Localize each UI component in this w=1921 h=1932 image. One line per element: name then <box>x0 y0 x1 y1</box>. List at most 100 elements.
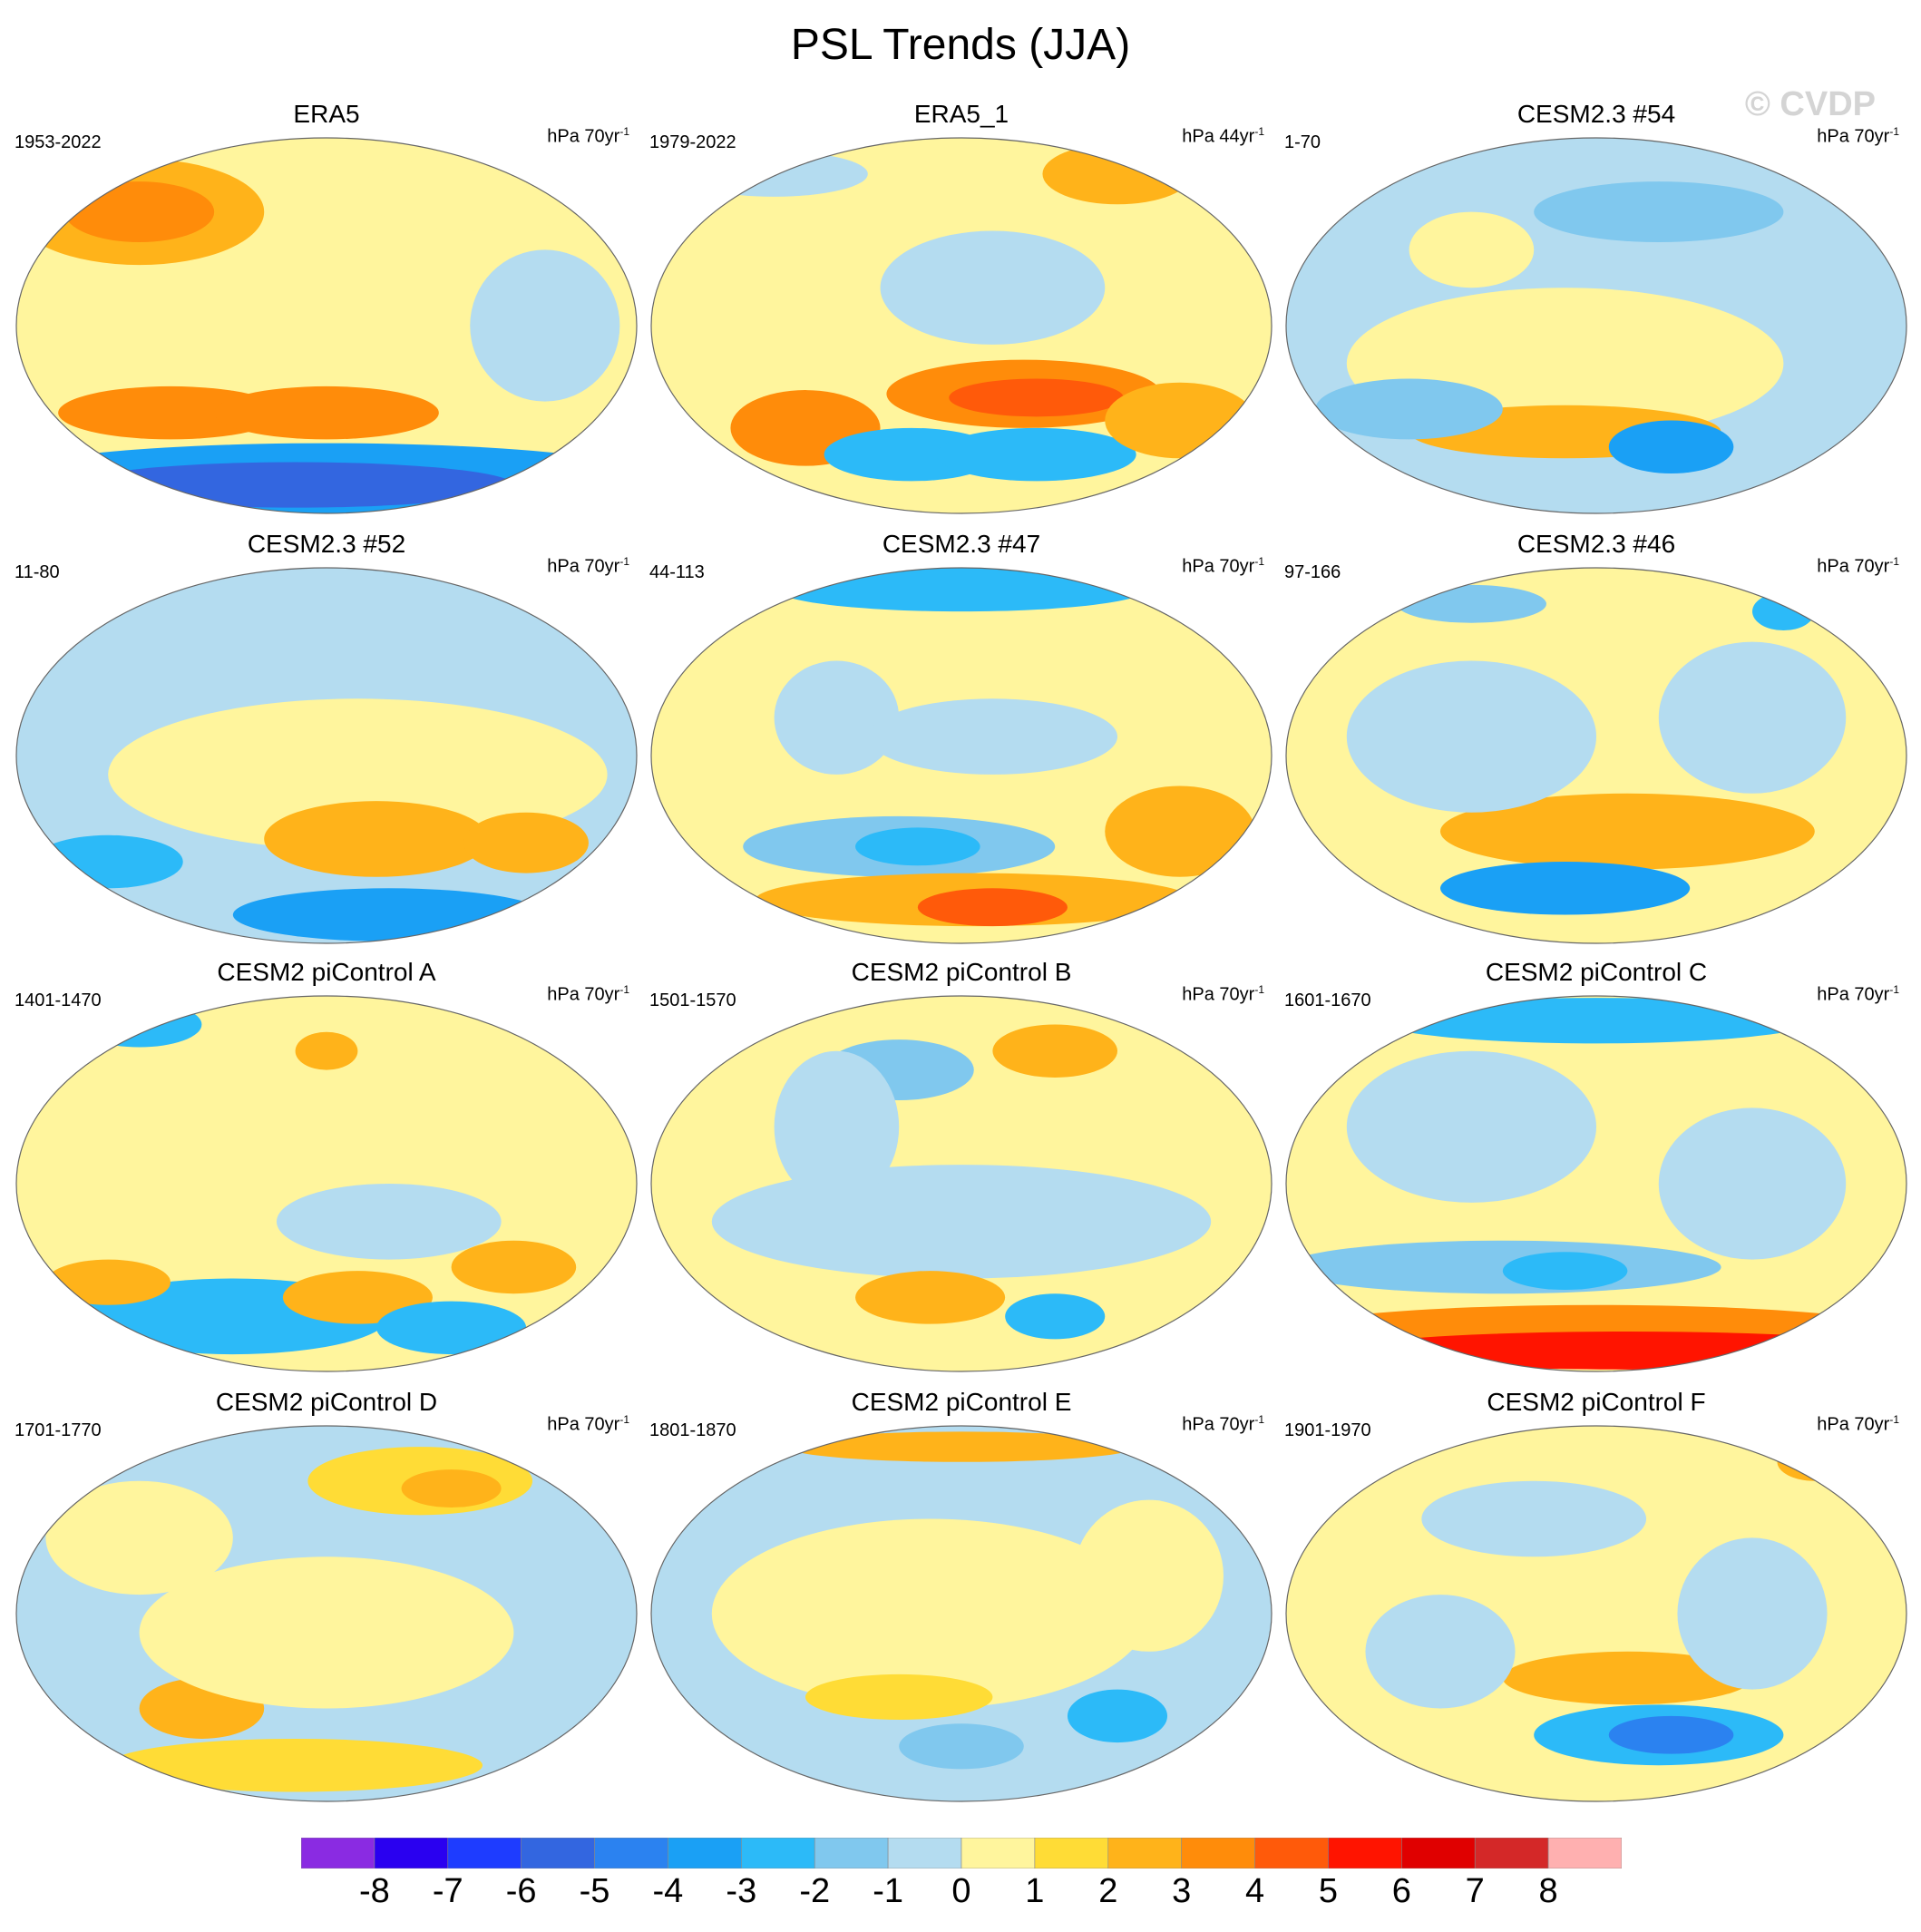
colorbar-swatch <box>594 1838 668 1869</box>
trend-contour <box>1608 420 1734 474</box>
trend-contour <box>1396 584 1546 623</box>
trend-contour <box>949 378 1124 417</box>
panel-period: 1801-1870 <box>649 1420 736 1440</box>
trend-contour <box>45 1259 171 1305</box>
colorbar-swatch <box>521 1838 595 1869</box>
trend-contour <box>1409 211 1535 288</box>
panel-period: 97-166 <box>1284 562 1341 582</box>
panel-period: 1501-1570 <box>649 990 736 1010</box>
colorbar-swatch <box>447 1838 522 1869</box>
colorbar-swatch <box>668 1838 742 1869</box>
panel-period: 44-113 <box>649 562 705 582</box>
map-outline <box>650 1425 1273 1802</box>
trend-contour <box>401 1469 502 1508</box>
map-panel: CESM2 piControl E 1801-1870 hPa 70yr-1 <box>642 1388 1281 1814</box>
trend-contour <box>711 1165 1212 1279</box>
trend-contour <box>1677 1537 1828 1690</box>
map-outline <box>15 137 638 514</box>
trend-contour <box>711 1518 1149 1709</box>
panel-units: hPa 44yr-1 <box>1182 125 1264 147</box>
trend-contour <box>451 1240 577 1294</box>
trend-contour <box>805 1673 993 1721</box>
map-projection <box>15 137 638 514</box>
panel-period: 1601-1670 <box>1284 990 1371 1010</box>
trend-contour <box>1534 181 1784 243</box>
trend-contour <box>880 230 1106 345</box>
colorbar-swatch <box>1034 1838 1109 1869</box>
map-projection <box>1285 137 1907 514</box>
trend-contour <box>1502 1651 1752 1705</box>
map-outline <box>15 1425 638 1802</box>
panel-period: 11-80 <box>15 562 60 582</box>
panel-title: CESM2 piControl A <box>217 958 436 986</box>
colorbar-swatch <box>1181 1838 1255 1869</box>
trend-contour <box>899 1723 1024 1770</box>
map-projection <box>1285 995 1907 1372</box>
panel-title: CESM2.3 #47 <box>882 530 1041 558</box>
panel-title: ERA5_1 <box>913 100 1009 128</box>
map-projection <box>1285 1425 1907 1802</box>
trend-contour <box>855 827 980 866</box>
panel-title: CESM2 piControl F <box>1487 1388 1706 1416</box>
map-panel: ERA5 1953-2022 hPa 70yr-1 <box>7 100 646 526</box>
trend-contour <box>108 698 608 851</box>
map-outline <box>1285 995 1907 1372</box>
colorbar-tick-label: 4 <box>1244 1872 1265 1910</box>
colorbar-swatch <box>301 1838 375 1869</box>
colorbar-tick-label: 6 <box>1391 1872 1411 1910</box>
colorbar-tick-label: -6 <box>505 1872 537 1910</box>
panel-period: 1901-1970 <box>1284 1420 1371 1440</box>
map-outline <box>1285 137 1907 514</box>
panel-period: 1401-1470 <box>15 990 102 1010</box>
trend-contour <box>1286 1240 1721 1294</box>
colorbar-swatch <box>374 1838 449 1869</box>
trend-contour <box>774 1050 900 1203</box>
panel-title: CESM2 piControl B <box>851 958 1072 986</box>
trend-contour <box>1658 641 1847 794</box>
trend-contour <box>1440 793 1815 870</box>
colorbar-tick-label: -4 <box>652 1872 684 1910</box>
colorbar-tick-label: 1 <box>1025 1872 1045 1910</box>
trend-contour <box>1105 785 1255 877</box>
map-projection <box>650 137 1273 514</box>
trend-contour <box>1073 1499 1224 1652</box>
panel-units: hPa 70yr-1 <box>1182 555 1264 577</box>
panel-units: hPa 70yr-1 <box>1817 983 1899 1005</box>
colorbar-tick-label: -7 <box>432 1872 463 1910</box>
panel-period: 1701-1770 <box>15 1420 102 1440</box>
colorbar-tick-label: -5 <box>579 1872 610 1910</box>
colorbar-swatch <box>1547 1838 1622 1869</box>
trend-contour <box>1502 1252 1628 1291</box>
trend-contour <box>992 1024 1117 1078</box>
trend-contour <box>1752 592 1815 631</box>
trend-contour <box>1286 996 1906 1371</box>
colorbar-tick-label: 5 <box>1318 1872 1338 1910</box>
trend-contour <box>1042 143 1193 205</box>
colorbar-swatch <box>1328 1838 1402 1869</box>
colorbar-swatch <box>814 1838 889 1869</box>
trend-contour <box>1286 568 1906 943</box>
map-projection <box>650 567 1273 944</box>
map-panel: CESM2 piControl F 1901-1970 hPa 70yr-1 <box>1277 1388 1916 1814</box>
trend-contour <box>376 1301 527 1355</box>
colorbar-tick-label: 7 <box>1465 1872 1485 1910</box>
trend-contour <box>64 181 215 243</box>
map-outline <box>650 567 1273 944</box>
trend-contour <box>1315 378 1503 440</box>
trend-contour <box>1421 1480 1647 1557</box>
colorbar-swatch <box>960 1838 1036 1869</box>
map-outline <box>650 137 1273 514</box>
trend-contour <box>264 801 489 877</box>
colorbar-tick-label: 3 <box>1172 1872 1192 1910</box>
map-panel: CESM2.3 #46 97-166 hPa 70yr-1 <box>1277 530 1916 956</box>
colorbar-swatch <box>1254 1838 1329 1869</box>
colorbar-swatch <box>1474 1838 1549 1869</box>
colorbar-swatch <box>741 1838 815 1869</box>
trend-contour <box>1365 1595 1516 1709</box>
trend-contour <box>774 660 900 775</box>
trend-contour <box>1346 1050 1596 1203</box>
trend-contour <box>1105 382 1255 459</box>
panel-units: hPa 70yr-1 <box>1817 1413 1899 1435</box>
colorbar-tick-label: 2 <box>1098 1872 1118 1910</box>
panel-units: hPa 70yr-1 <box>1182 1413 1264 1435</box>
